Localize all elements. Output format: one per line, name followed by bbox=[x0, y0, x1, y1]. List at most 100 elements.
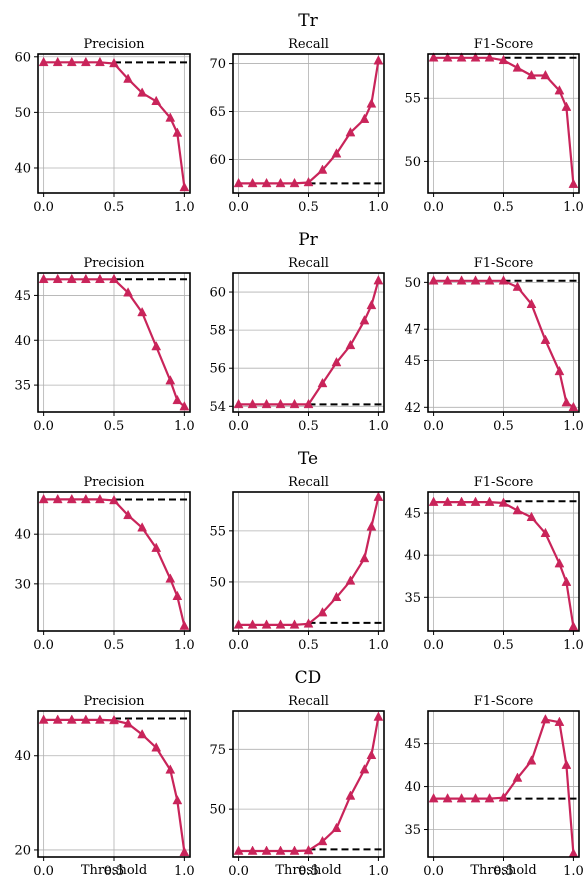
data-point bbox=[470, 793, 481, 803]
data-point bbox=[498, 54, 509, 65]
data-point bbox=[561, 101, 572, 111]
data-point bbox=[484, 793, 495, 803]
y-tick-label: 40 bbox=[14, 334, 31, 349]
y-tick-label: 54 bbox=[209, 400, 226, 415]
data-point bbox=[373, 491, 384, 501]
x-tick-label: 1.0 bbox=[563, 864, 584, 877]
data-point bbox=[484, 496, 495, 506]
subplot-title: Precision bbox=[83, 256, 145, 271]
x-tick-label: 0.0 bbox=[228, 638, 249, 653]
data-point bbox=[137, 729, 148, 739]
data-point bbox=[179, 620, 190, 630]
data-point bbox=[428, 52, 439, 62]
data-point bbox=[52, 273, 63, 284]
x-tick-label: 1.0 bbox=[563, 200, 584, 215]
x-tick-label: 0.0 bbox=[33, 864, 54, 877]
panel-pr-precision: 0.0 0.5 1.0 35 40 45 Precision bbox=[14, 256, 194, 434]
data-point bbox=[526, 69, 537, 80]
x-tick-label: 0.5 bbox=[104, 200, 125, 215]
data-point bbox=[179, 401, 190, 411]
data-point bbox=[512, 281, 523, 291]
data-point bbox=[561, 759, 572, 769]
data-point bbox=[38, 273, 49, 284]
y-tick-label: 42 bbox=[404, 401, 421, 416]
data-point bbox=[428, 275, 439, 285]
x-axis-label: Threshold bbox=[275, 863, 341, 877]
y-tick-label: 45 bbox=[404, 737, 421, 752]
data-point bbox=[151, 341, 162, 351]
data-point bbox=[275, 619, 286, 629]
y-tick-label: 60 bbox=[14, 50, 31, 65]
x-tick-label: 0.5 bbox=[298, 864, 319, 877]
y-tick-label: 56 bbox=[209, 362, 226, 377]
data-point bbox=[373, 711, 384, 721]
y-tick-label: 40 bbox=[14, 749, 31, 764]
data-point bbox=[428, 496, 439, 506]
data-point bbox=[95, 56, 105, 67]
panel-cd-f1-score: 0.0 0.5 1.0 35 40 45 F1-Score Threshold bbox=[404, 694, 583, 877]
data-point bbox=[540, 334, 551, 344]
data-point bbox=[66, 273, 77, 284]
x-tick-label: 1.0 bbox=[563, 638, 584, 653]
data-point bbox=[317, 377, 328, 388]
data-point bbox=[484, 275, 495, 285]
data-point bbox=[568, 401, 579, 412]
data-point bbox=[303, 618, 314, 628]
x-tick-label: 0.0 bbox=[423, 419, 444, 434]
data-point bbox=[442, 275, 453, 285]
data-point bbox=[233, 619, 244, 629]
data-point bbox=[303, 176, 314, 187]
y-tick-label: 75 bbox=[209, 743, 226, 758]
x-tick-label: 0.5 bbox=[298, 200, 319, 215]
data-point bbox=[540, 69, 551, 80]
data-point bbox=[66, 493, 77, 504]
data-point bbox=[366, 521, 377, 531]
data-point bbox=[317, 607, 328, 617]
data-point bbox=[442, 793, 453, 803]
data-point bbox=[165, 375, 176, 385]
x-tick-label: 1.0 bbox=[174, 638, 195, 653]
data-point bbox=[366, 299, 377, 310]
data-point bbox=[561, 397, 572, 407]
data-point bbox=[470, 496, 481, 506]
data-point bbox=[172, 394, 183, 405]
data-point bbox=[109, 273, 119, 284]
data-point bbox=[331, 356, 342, 367]
data-point bbox=[345, 127, 356, 137]
x-tick-label: 0.5 bbox=[493, 419, 514, 434]
data-point bbox=[512, 62, 523, 72]
data-point bbox=[80, 493, 91, 504]
data-point bbox=[247, 398, 258, 409]
data-point bbox=[442, 52, 453, 62]
panel-tr-recall: 0.0 0.5 1.0 60 65 70 Recall bbox=[209, 37, 388, 215]
data-point bbox=[137, 306, 148, 317]
data-point bbox=[303, 845, 314, 855]
data-point bbox=[428, 793, 439, 803]
data-point bbox=[456, 52, 467, 62]
data-point bbox=[498, 497, 509, 507]
x-tick-label: 0.5 bbox=[493, 864, 514, 877]
x-tick-label: 1.0 bbox=[368, 638, 389, 653]
subplot-title: Recall bbox=[288, 256, 329, 271]
panel-pr-recall: 0.0 0.5 1.0 54 56 58 60 Recall bbox=[209, 256, 388, 434]
data-point bbox=[366, 749, 377, 760]
data-point bbox=[123, 287, 133, 297]
subplot-title: Precision bbox=[83, 37, 145, 52]
x-tick-label: 1.0 bbox=[174, 864, 195, 877]
x-tick-label: 1.0 bbox=[368, 419, 389, 434]
data-point bbox=[554, 716, 565, 726]
data-point bbox=[568, 848, 579, 858]
data-point bbox=[179, 846, 190, 857]
y-tick-label: 30 bbox=[14, 577, 31, 592]
x-tick-label: 0.0 bbox=[228, 419, 249, 434]
data-point bbox=[123, 509, 133, 520]
data-point bbox=[66, 56, 77, 67]
data-point bbox=[456, 793, 467, 803]
y-tick-label: 40 bbox=[14, 528, 31, 543]
data-point bbox=[151, 95, 162, 106]
data-point bbox=[554, 85, 565, 95]
data-point bbox=[275, 398, 286, 409]
data-point bbox=[233, 845, 244, 855]
data-point bbox=[233, 398, 244, 409]
data-point bbox=[331, 591, 342, 602]
